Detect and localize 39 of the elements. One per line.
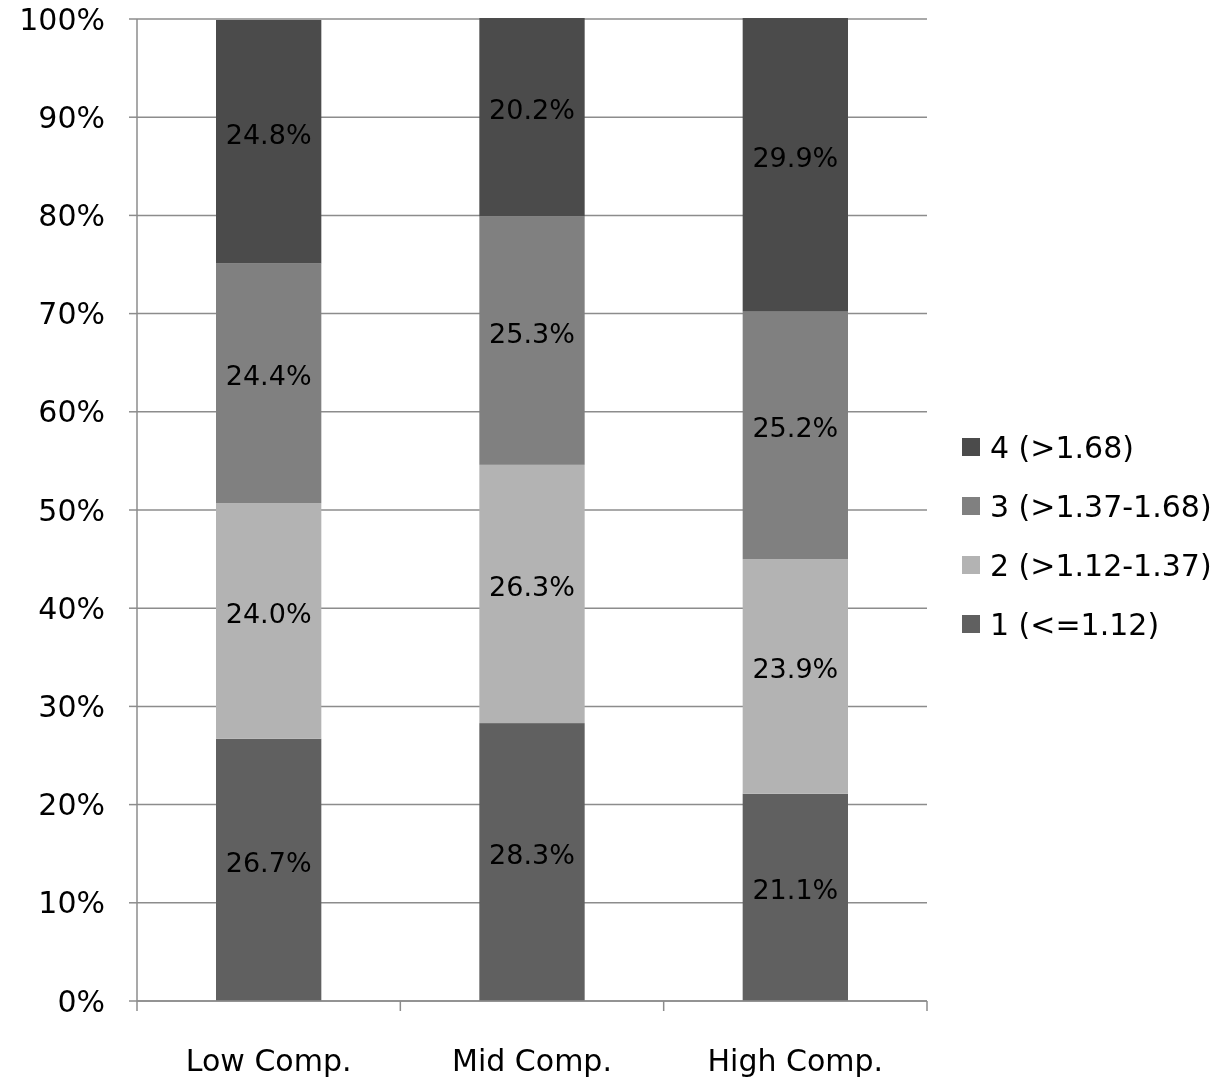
data-label: 24.4% [225, 360, 312, 392]
y-tick-label: 10% [38, 885, 105, 921]
y-tick-label: 40% [38, 590, 105, 626]
bar [479, 18, 585, 217]
y-tick-label: 20% [38, 787, 105, 823]
y-tick-label: 60% [38, 394, 105, 430]
data-label: 26.7% [225, 846, 312, 878]
y-tick-label: 90% [38, 99, 105, 135]
bar [216, 19, 322, 264]
data-label: 25.3% [489, 317, 575, 349]
x-tick-label: Mid Comp. [452, 1043, 612, 1078]
x-tick-label: Low Comp. [185, 1043, 352, 1078]
y-tick-label: 0% [57, 983, 105, 1019]
bar [742, 793, 848, 1001]
y-tick-label: 100% [19, 1, 105, 37]
data-label: 28.3% [489, 839, 575, 871]
y-tick-label: 50% [38, 492, 105, 528]
bar [216, 738, 322, 1001]
legend-label: 3 (>1.37-1.68) [990, 489, 1212, 524]
bar [216, 503, 322, 739]
data-label: 24.0% [225, 597, 312, 629]
legend-label: 4 (>1.68) [990, 430, 1134, 465]
data-label: 21.1% [752, 874, 839, 906]
legend-label: 2 (>1.12-1.37) [990, 548, 1212, 583]
y-tick-label: 70% [38, 296, 105, 332]
bar [742, 559, 848, 794]
y-tick-label: 30% [38, 688, 105, 724]
data-label: 23.9% [752, 653, 839, 685]
bar [479, 723, 585, 1001]
data-label: 26.3% [489, 570, 575, 602]
bar [742, 18, 848, 312]
data-label: 25.2% [752, 412, 839, 444]
data-label: 20.2% [489, 94, 575, 126]
bar [479, 464, 585, 724]
x-tick-label: High Comp. [707, 1043, 884, 1078]
legend-label: 1 (<=1.12) [990, 607, 1160, 642]
data-label: 24.8% [225, 118, 312, 150]
y-tick-label: 80% [38, 197, 105, 233]
data-label: 29.9% [752, 141, 839, 173]
